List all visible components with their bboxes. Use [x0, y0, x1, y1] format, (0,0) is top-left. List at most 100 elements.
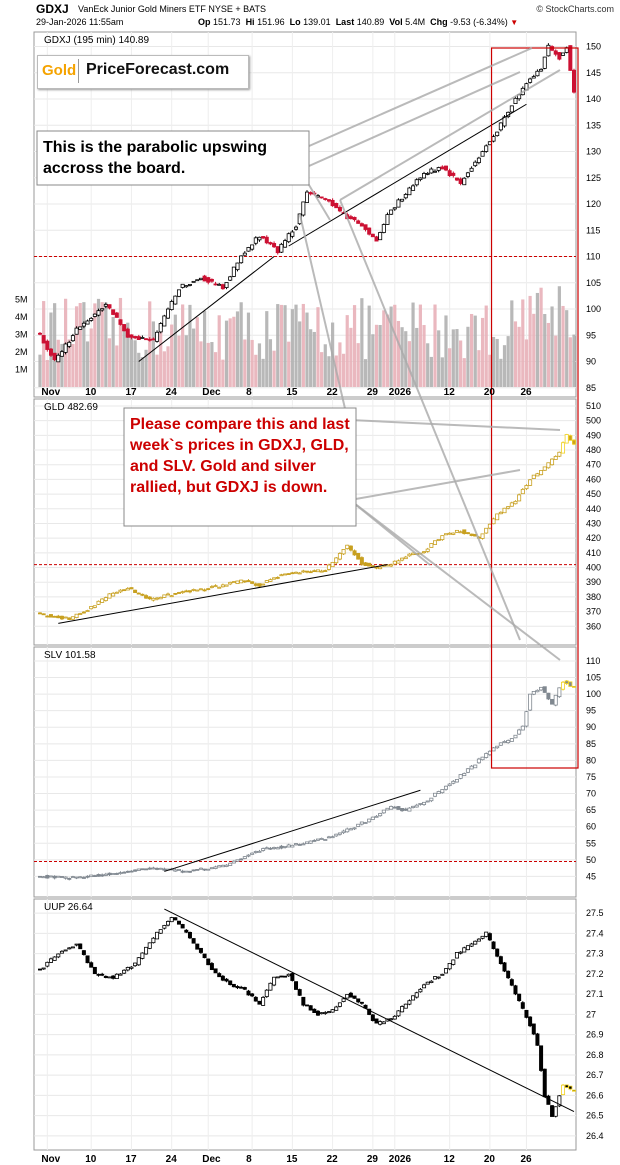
pointer-line	[339, 199, 521, 641]
candle	[385, 807, 390, 811]
down-arrow-icon: ▼	[510, 18, 519, 27]
candle	[539, 686, 544, 691]
candle	[41, 335, 46, 344]
volume-bar	[276, 304, 280, 387]
x-tick-label: 15	[286, 387, 298, 398]
candle	[89, 874, 94, 878]
y-tick-label: 70	[586, 789, 596, 799]
y-tick-label: 420	[586, 533, 601, 543]
volume-bar	[144, 349, 148, 387]
volume-bar	[287, 341, 291, 387]
x-tick-label: 2026	[389, 1154, 412, 1165]
volume-bar	[473, 315, 477, 387]
candle	[513, 985, 518, 995]
candle	[352, 827, 357, 830]
candle	[323, 198, 328, 200]
volume-bar	[396, 320, 401, 387]
candle	[257, 850, 262, 853]
panel-title-2: SLV 101.58	[44, 650, 96, 661]
candle	[462, 773, 467, 776]
x-tick-label: Dec	[202, 1154, 221, 1165]
candle	[253, 583, 258, 586]
volume-bar	[411, 302, 415, 387]
candle	[242, 987, 247, 990]
volume-bar	[309, 329, 313, 387]
candle	[315, 569, 320, 573]
ticker-symbol: GDXJ	[36, 2, 69, 16]
volume-bar	[561, 305, 565, 387]
candle	[520, 1002, 525, 1009]
candle	[209, 867, 214, 870]
volume-bar	[469, 313, 474, 387]
candle	[224, 864, 229, 867]
candle	[509, 105, 514, 113]
candle	[158, 596, 163, 600]
volume-tick-label: 1M	[15, 365, 28, 375]
candle	[107, 593, 112, 599]
candle	[275, 976, 280, 979]
volume-bar	[499, 358, 503, 387]
volume-bar	[192, 328, 196, 387]
candle	[337, 206, 342, 212]
candle	[315, 1010, 320, 1016]
y-tick-label: 380	[586, 592, 601, 602]
candle	[272, 577, 277, 580]
candle	[550, 458, 555, 466]
candle	[484, 753, 489, 758]
volume-bar	[181, 304, 185, 387]
candle	[198, 867, 203, 870]
candle	[180, 283, 185, 288]
candle	[425, 800, 430, 803]
candle	[301, 201, 306, 216]
candle	[422, 801, 427, 805]
candle	[103, 975, 108, 978]
candle	[304, 570, 309, 573]
candle	[290, 572, 295, 575]
volume-bar	[491, 336, 496, 387]
candle	[187, 590, 192, 593]
candle	[352, 995, 357, 999]
y-tick-label: 120	[586, 199, 601, 209]
candle	[122, 589, 127, 592]
candle	[359, 1001, 364, 1004]
y-tick-label: 430	[586, 518, 601, 528]
candle	[498, 122, 503, 131]
candle	[370, 565, 375, 567]
candle	[550, 1105, 555, 1117]
candle	[184, 870, 189, 873]
candle	[176, 592, 181, 594]
candle	[275, 576, 280, 579]
y-tick-label: 140	[586, 94, 601, 104]
candle	[535, 70, 540, 77]
candle	[187, 932, 192, 939]
candle	[147, 338, 152, 341]
volume-bar	[532, 313, 536, 387]
candle	[38, 968, 43, 971]
candle	[356, 553, 361, 560]
y-tick-label: 450	[586, 489, 601, 499]
candle	[231, 266, 236, 277]
candle	[38, 875, 43, 878]
y-tick-label: 27	[586, 1009, 596, 1019]
candle	[169, 917, 174, 923]
candle	[348, 545, 353, 551]
candle	[433, 170, 438, 173]
candle	[568, 681, 573, 687]
candle	[517, 494, 522, 502]
candle	[92, 875, 97, 877]
candle	[41, 613, 46, 616]
x-tick-label: 24	[166, 387, 178, 398]
volume-bar	[170, 324, 174, 387]
candle	[198, 588, 203, 591]
candle	[231, 983, 236, 988]
candle	[297, 989, 302, 996]
volume-bar	[459, 340, 463, 387]
panel-frame-2	[33, 646, 577, 898]
candle	[535, 689, 540, 693]
candle	[480, 533, 485, 539]
candle	[491, 941, 496, 950]
candle	[561, 442, 566, 454]
candle	[283, 975, 288, 978]
volume-bar	[85, 341, 90, 387]
candle	[561, 52, 566, 56]
